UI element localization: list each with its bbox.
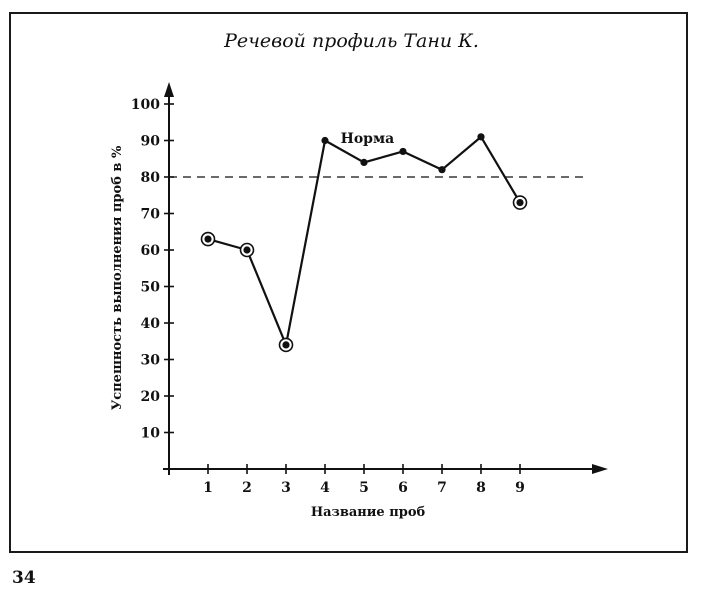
y-tick-label: 10: [141, 426, 161, 442]
y-axis-arrow: [164, 82, 174, 97]
y-tick-label: 30: [141, 353, 161, 369]
data-point: [477, 133, 485, 141]
y-tick-label: 70: [141, 207, 161, 223]
data-point: [360, 158, 368, 166]
data-point: [438, 166, 446, 174]
x-tick-label: 9: [515, 480, 525, 496]
y-tick-label: 100: [131, 97, 160, 113]
x-tick-label: 7: [437, 480, 447, 496]
y-tick-label: 40: [141, 316, 161, 332]
chart-frame: [9, 12, 688, 553]
x-tick-label: 4: [320, 480, 330, 496]
x-tick-label: 8: [476, 480, 486, 496]
x-tick-label: 3: [281, 480, 291, 496]
series-group: [200, 133, 528, 353]
data-point: [282, 341, 290, 349]
page-number: 34: [12, 568, 36, 588]
axes: 10 20 30 40 50 60 70 80 90 100 1 2 3 4 5 6 7 8 9 Название п…: [110, 82, 608, 520]
x-axis-title: Название проб: [311, 505, 426, 520]
x-tick-label: 6: [398, 480, 408, 496]
data-point: [204, 235, 212, 243]
x-axis-arrow: [592, 464, 608, 474]
y-tick-label: 90: [141, 134, 161, 150]
y-tick-label: 60: [141, 243, 161, 259]
data-point: [399, 147, 407, 156]
data-point: [516, 198, 524, 207]
x-tick-label: 2: [242, 480, 252, 496]
norm-annotation: Норма: [341, 131, 395, 147]
y-tick-label: 80: [141, 170, 161, 186]
y-tick-label: 20: [141, 389, 161, 405]
y-axis-title: Успешность выполнения проб в %: [110, 145, 125, 410]
y-tick-label: 50: [141, 280, 161, 296]
x-tick-label: 5: [359, 480, 369, 496]
data-point: [321, 136, 329, 145]
chart-title: Речевой профиль Тани К.: [224, 30, 479, 52]
data-point: [243, 246, 251, 254]
labels-group: Норма: [341, 131, 395, 147]
x-tick-label: 1: [203, 480, 213, 496]
series-line: [207, 135, 521, 346]
